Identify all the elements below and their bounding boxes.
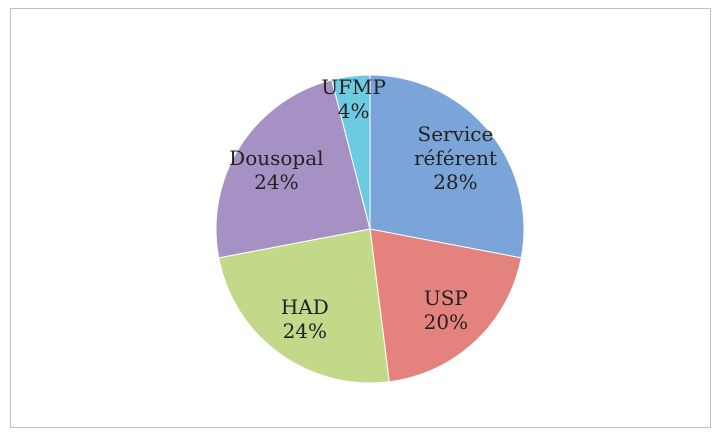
pie-slice (215, 79, 371, 259)
slice-label: Dousopal 24% (221, 146, 331, 194)
value-label: 4% (337, 99, 370, 124)
pie-slice (218, 228, 390, 384)
category-label: USP (423, 285, 468, 310)
slice-label: HAD 24% (250, 295, 360, 343)
value-label: 28% (433, 170, 478, 195)
category-label: Dousopal (229, 145, 324, 170)
slice-label: Service référent 28% (400, 122, 510, 194)
value-label: 20% (423, 309, 469, 334)
category-label: UFMP (321, 75, 386, 100)
value-label: 24% (282, 318, 328, 343)
pie-slice (369, 228, 522, 383)
pie-slice (369, 74, 525, 259)
value-label: 24% (254, 169, 299, 194)
slice-label: UFMP 4% (299, 75, 409, 123)
pie-slice (331, 74, 371, 230)
category-label: HAD (280, 294, 329, 319)
slice-label: USP 20% (391, 286, 501, 334)
category-label: Service référent (413, 122, 497, 171)
